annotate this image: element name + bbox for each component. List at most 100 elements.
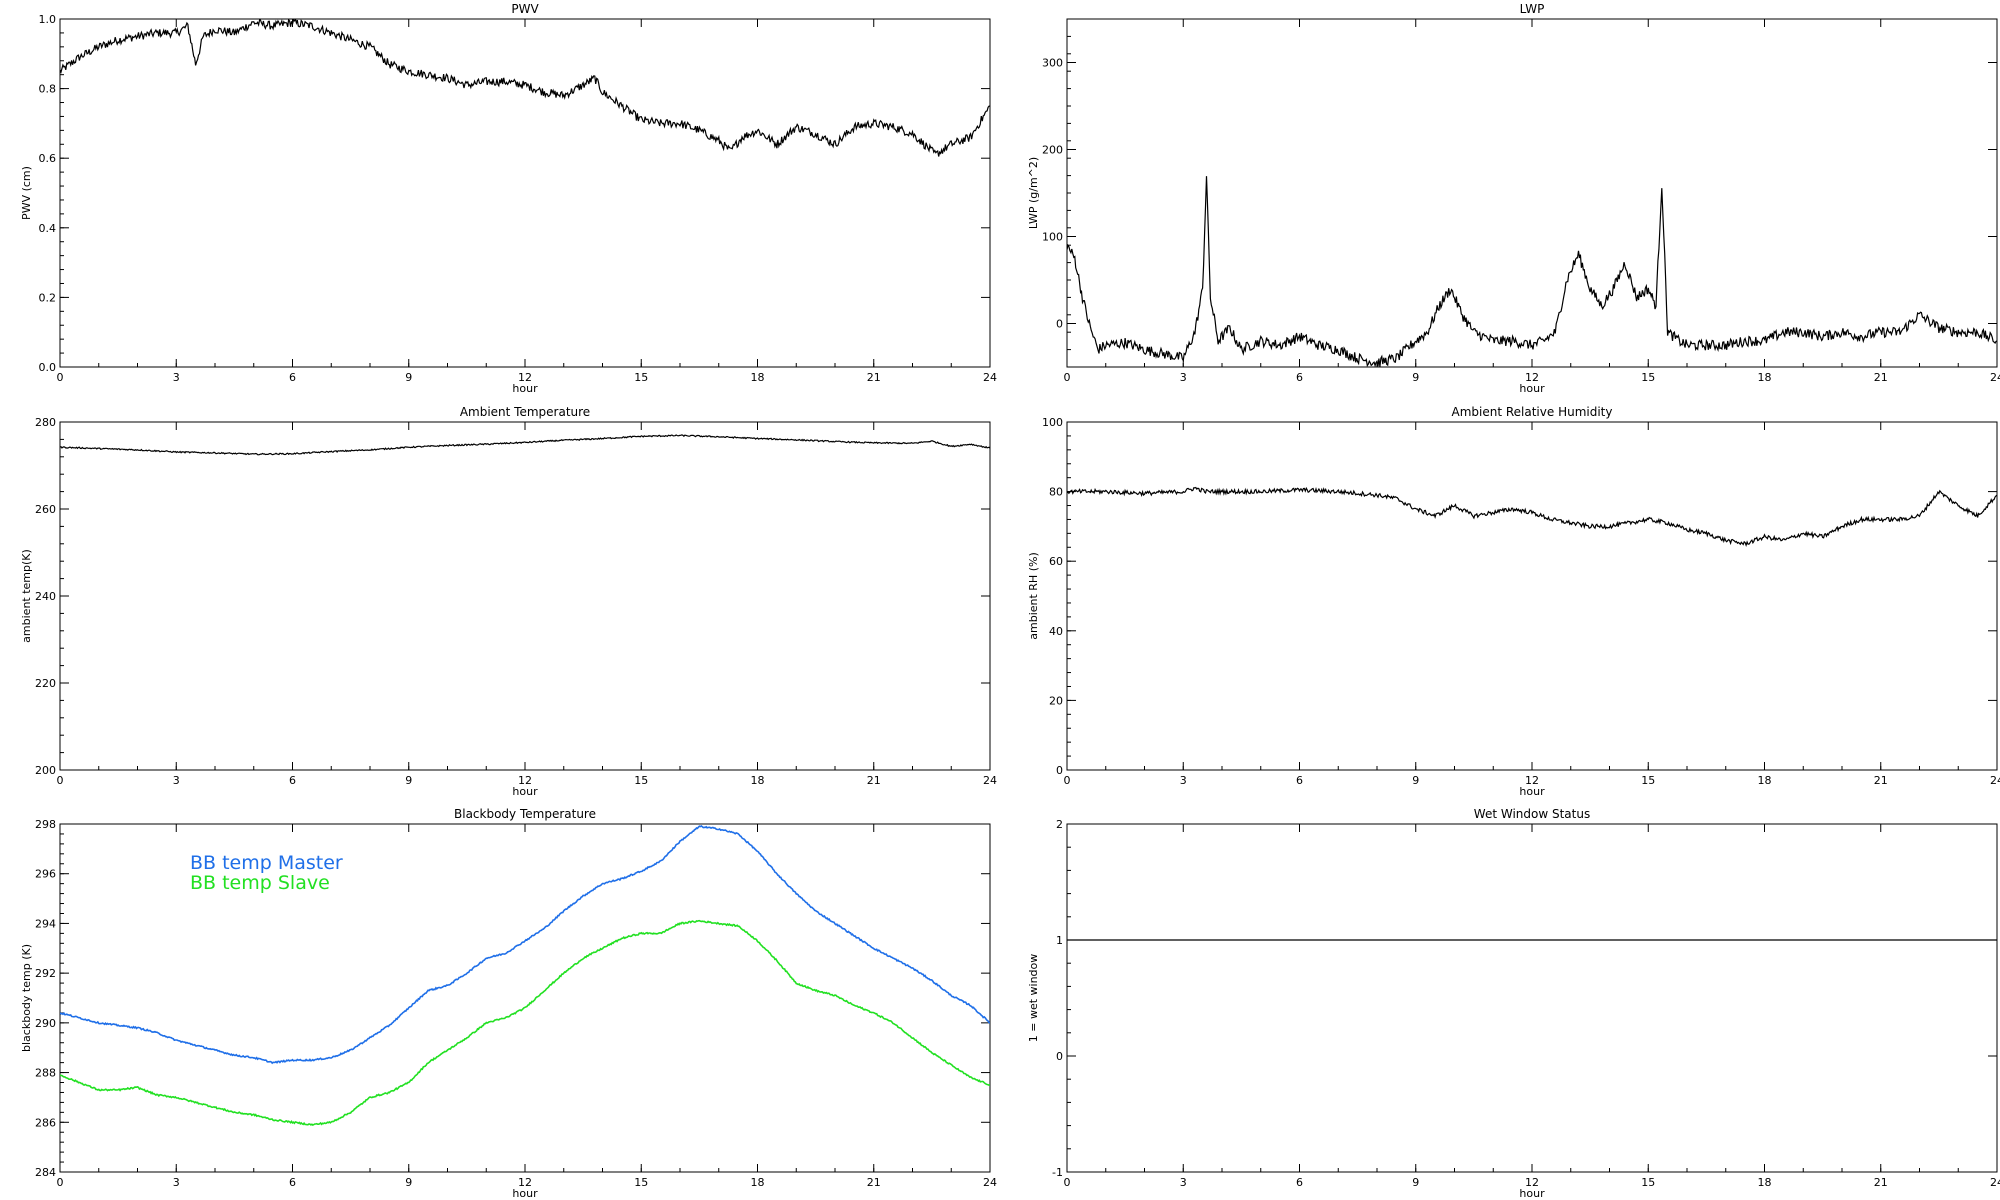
x-tick-label: 15: [1641, 371, 1655, 384]
y-tick-label: 0: [1056, 1050, 1063, 1063]
y-tick-label: 80: [1049, 486, 1063, 499]
x-tick-label: 12: [518, 774, 532, 787]
x-tick-label: 3: [173, 371, 180, 384]
x-tick-label: 18: [751, 371, 765, 384]
x-tick-label: 6: [1296, 371, 1303, 384]
y-axis-label: ambient temp(K): [20, 549, 33, 643]
y-tick-label: 1: [1056, 934, 1063, 947]
chart-pwv: PWV 0 3 6 9 12 15 18 21 24 hour 0.0 0.2 0.4 0.6 0.8 1.0 P…: [20, 2, 997, 395]
x-tick-label: 6: [1296, 1176, 1303, 1189]
x-tick-label: 6: [1296, 774, 1303, 787]
y-tick-label: 300: [1042, 57, 1063, 70]
y-tick-label: 0: [1056, 764, 1063, 777]
chart-ambient_temp: Ambient Temperature 0 3 6 9 12 15 18 21 24 hour 200…: [20, 405, 997, 798]
x-axis-label: hour: [1519, 785, 1545, 798]
x-tick-label: 9: [1412, 371, 1419, 384]
y-axis-label: PWV (cm): [20, 166, 33, 220]
y-tick-label: 286: [35, 1116, 56, 1129]
y-tick-label: 260: [35, 503, 56, 516]
x-tick-label: 21: [867, 1176, 881, 1189]
y-tick-label: 200: [35, 764, 56, 777]
x-tick-label: 9: [405, 371, 412, 384]
y-tick-label: 0: [1056, 318, 1063, 331]
x-tick-label: 21: [1874, 774, 1888, 787]
x-tick-label: 12: [1525, 1176, 1539, 1189]
x-tick-label: 21: [1874, 371, 1888, 384]
x-axis-label: hour: [512, 382, 538, 395]
x-tick-label: 15: [634, 1176, 648, 1189]
y-tick-label: 1.0: [39, 13, 57, 26]
x-tick-label: 18: [1758, 774, 1772, 787]
x-tick-label: 3: [173, 774, 180, 787]
x-tick-label: 0: [1064, 774, 1071, 787]
x-tick-label: 12: [1525, 774, 1539, 787]
chart-title: PWV: [511, 2, 539, 16]
y-tick-label: 100: [1042, 416, 1063, 429]
y-tick-label: 100: [1042, 231, 1063, 244]
x-tick-label: 6: [289, 371, 296, 384]
series-line: [1067, 486, 1997, 548]
x-tick-label: 24: [1990, 1176, 2000, 1189]
x-tick-label: 15: [634, 371, 648, 384]
x-axis-label: hour: [1519, 382, 1545, 395]
x-tick-label: 9: [405, 1176, 412, 1189]
chart-wet_window: Wet Window Status03691215182124hour-1012…: [1027, 807, 2000, 1200]
x-tick-label: 24: [1990, 371, 2000, 384]
x-tick-label: 15: [1641, 774, 1655, 787]
x-tick-label: 24: [1990, 774, 2000, 787]
y-tick-label: 0.0: [39, 361, 57, 374]
y-tick-label: 296: [35, 868, 56, 881]
series-line: [60, 434, 990, 456]
y-tick-label: -1: [1052, 1166, 1063, 1179]
x-tick-label: 18: [751, 1176, 765, 1189]
y-tick-label: 220: [35, 677, 56, 690]
x-tick-label: 9: [405, 774, 412, 787]
x-tick-label: 12: [518, 1176, 532, 1189]
chart-ambient_rh: Ambient Relative Humidity 0 3 6 9 12 15 18 21 24 h…: [1027, 405, 2000, 798]
y-tick-label: 292: [35, 967, 56, 980]
x-tick-label: 9: [1412, 774, 1419, 787]
series-line: [1067, 176, 1997, 367]
y-tick-label: 40: [1049, 625, 1063, 638]
chart-title: LWP: [1520, 2, 1545, 16]
x-tick-label: 21: [1874, 1176, 1888, 1189]
legend-entry: BB temp Master: [190, 852, 343, 874]
y-tick-label: 2: [1056, 818, 1063, 831]
x-tick-label: 21: [867, 774, 881, 787]
y-tick-label: 240: [35, 590, 56, 603]
y-tick-label: 280: [35, 416, 56, 429]
x-tick-label: 3: [1180, 1176, 1187, 1189]
y-tick-label: 20: [1049, 694, 1063, 707]
y-tick-label: 60: [1049, 555, 1063, 568]
x-tick-label: 12: [1525, 371, 1539, 384]
x-tick-label: 6: [289, 1176, 296, 1189]
chart-title: Blackbody Temperature: [454, 807, 596, 821]
x-tick-label: 0: [1064, 371, 1071, 384]
series-line-bb-temp-slave: [60, 919, 990, 1127]
x-tick-label: 3: [173, 1176, 180, 1189]
y-axis-label: LWP (g/m^2): [1027, 157, 1040, 229]
y-tick-label: 290: [35, 1017, 56, 1030]
y-tick-label: 200: [1042, 144, 1063, 157]
x-tick-label: 18: [1758, 1176, 1772, 1189]
x-tick-label: 21: [867, 371, 881, 384]
series-line-bb-temp-master: [60, 825, 990, 1065]
y-tick-label: 0.8: [39, 83, 57, 96]
x-tick-label: 15: [634, 774, 648, 787]
y-tick-label: 0.6: [39, 152, 57, 165]
series-line: [60, 19, 990, 157]
x-tick-label: 24: [983, 774, 997, 787]
x-tick-label: 12: [518, 371, 532, 384]
y-tick-label: 298: [35, 818, 56, 831]
y-tick-label: 0.2: [39, 291, 57, 304]
x-tick-label: 24: [983, 1176, 997, 1189]
y-axis-label: blackbody temp (K): [20, 944, 33, 1052]
x-tick-label: 0: [1064, 1176, 1071, 1189]
y-tick-label: 284: [35, 1166, 56, 1179]
x-tick-label: 9: [1412, 1176, 1419, 1189]
x-tick-label: 3: [1180, 371, 1187, 384]
chart-bb_temp: Blackbody Temperature 0 3 6 9 12 15 18 21 24 hour 2…: [20, 807, 997, 1200]
